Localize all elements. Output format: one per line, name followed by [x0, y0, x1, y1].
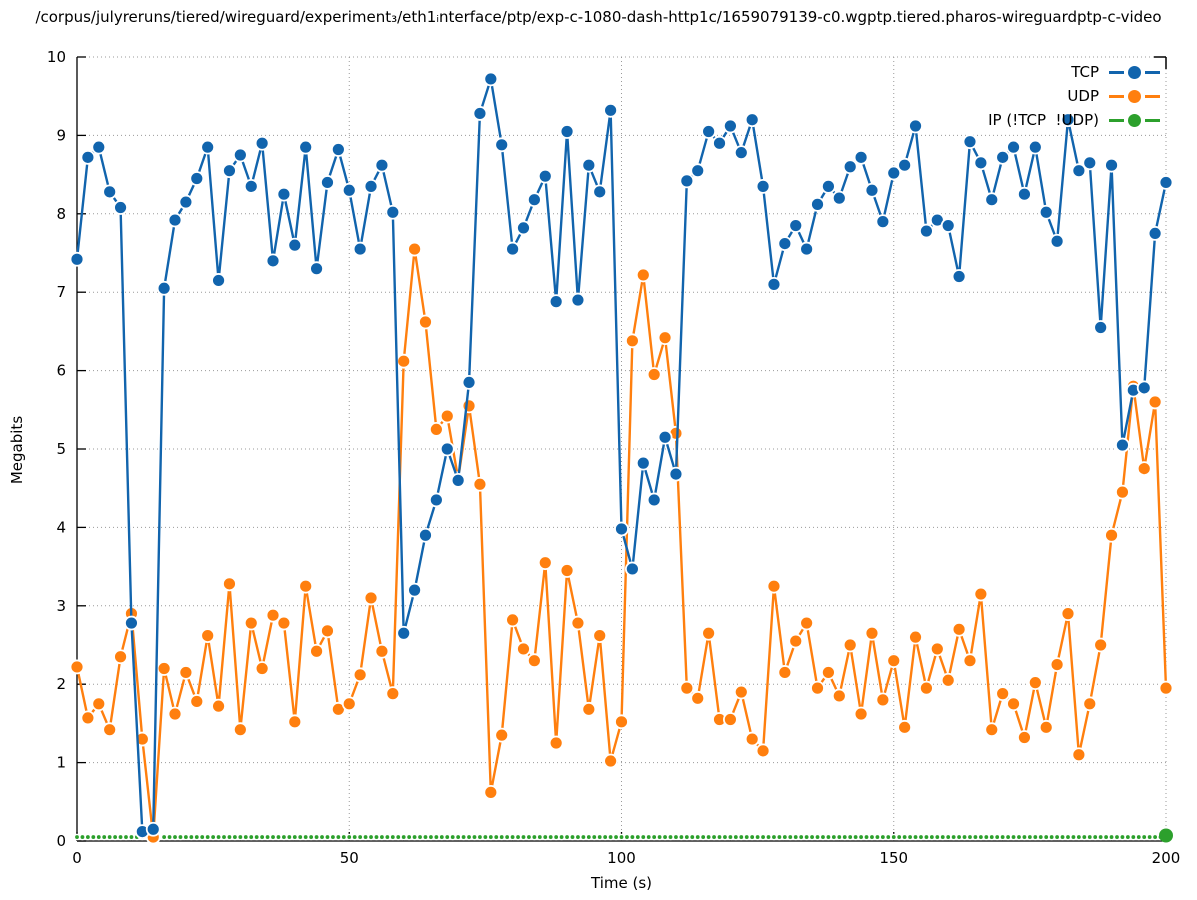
svg-text:100: 100 [607, 849, 636, 867]
legend-item-ip: IP (!TCP !UDP) [988, 110, 1160, 130]
legend-label-tcp: TCP [1071, 63, 1099, 81]
legend-swatch-tcp [1109, 65, 1160, 79]
svg-text:0: 0 [72, 849, 82, 867]
legend: TCP UDP IP (!TCP !UDP) [988, 62, 1160, 130]
svg-text:7: 7 [56, 283, 66, 301]
legend-label-ip: IP (!TCP !UDP) [988, 111, 1099, 129]
svg-text:6: 6 [56, 362, 66, 380]
svg-text:4: 4 [56, 518, 66, 536]
legend-line-icon [1109, 118, 1124, 122]
legend-item-tcp: TCP [988, 62, 1160, 82]
legend-swatch-udp [1109, 89, 1160, 103]
svg-text:3: 3 [56, 597, 66, 615]
svg-text:9: 9 [56, 126, 66, 144]
svg-text:5: 5 [56, 440, 66, 458]
legend-line-icon [1145, 118, 1160, 122]
x-axis-label: Time (s) [591, 874, 652, 892]
svg-text:1: 1 [56, 754, 66, 772]
series-udp [69, 241, 1174, 845]
svg-text:10: 10 [47, 48, 66, 66]
legend-line-icon [1109, 94, 1124, 98]
chart-title: /corpus/julyreruns/tiered/wireguard/expe… [35, 8, 1162, 26]
svg-text:150: 150 [879, 849, 908, 867]
legend-line-icon [1145, 94, 1160, 98]
legend-item-udp: UDP [988, 86, 1160, 106]
svg-text:8: 8 [56, 205, 66, 223]
series-ip [73, 828, 1173, 843]
legend-label-udp: UDP [1067, 87, 1099, 105]
svg-text:2: 2 [56, 675, 66, 693]
legend-dot-icon [1128, 89, 1141, 103]
svg-text:0: 0 [56, 832, 66, 850]
legend-dot-icon [1128, 113, 1141, 127]
legend-line-icon [1109, 70, 1124, 74]
legend-dot-icon [1128, 65, 1141, 79]
svg-text:200: 200 [1152, 849, 1181, 867]
svg-text:50: 50 [340, 849, 359, 867]
y-axis-label: Megabits [8, 415, 26, 485]
legend-line-icon [1145, 70, 1160, 74]
series-tcp [69, 71, 1174, 839]
legend-swatch-ip [1109, 113, 1160, 127]
